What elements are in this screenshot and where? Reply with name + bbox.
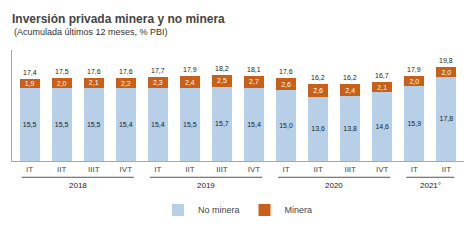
svg-text:IT: IT xyxy=(411,165,418,174)
svg-text:15,5: 15,5 xyxy=(87,121,101,128)
svg-text:IVT: IVT xyxy=(248,165,261,174)
svg-text:2,7: 2,7 xyxy=(249,78,259,85)
svg-text:14,6: 14,6 xyxy=(375,123,389,130)
svg-text:16,2: 16,2 xyxy=(311,74,325,81)
svg-text:IIT: IIT xyxy=(442,165,451,174)
svg-text:17,6: 17,6 xyxy=(279,68,293,75)
svg-text:17,9: 17,9 xyxy=(183,66,197,73)
svg-text:17,6: 17,6 xyxy=(87,68,101,75)
svg-text:2021°: 2021° xyxy=(420,181,441,190)
svg-text:2,4: 2,4 xyxy=(345,87,355,94)
svg-text:2,6: 2,6 xyxy=(313,87,323,94)
svg-text:19,8: 19,8 xyxy=(439,57,453,64)
svg-text:(Acumulada últimos 12 meses, %: (Acumulada últimos 12 meses, % PBI) xyxy=(14,27,168,37)
svg-text:15,5: 15,5 xyxy=(55,121,69,128)
svg-text:18,2: 18,2 xyxy=(215,65,229,72)
svg-text:2,1: 2,1 xyxy=(89,79,99,86)
svg-text:IIT: IIT xyxy=(313,165,322,174)
svg-text:13,8: 13,8 xyxy=(343,125,357,132)
svg-text:IT: IT xyxy=(283,165,290,174)
svg-text:Minera: Minera xyxy=(285,205,313,215)
svg-text:2,6: 2,6 xyxy=(281,81,291,88)
svg-text:IIIT: IIIT xyxy=(216,165,228,174)
svg-text:15,4: 15,4 xyxy=(151,121,165,128)
svg-text:17,4: 17,4 xyxy=(23,69,37,76)
svg-text:15,0: 15,0 xyxy=(279,122,293,129)
svg-text:2,5: 2,5 xyxy=(217,77,227,84)
svg-text:16,7: 16,7 xyxy=(375,72,389,79)
svg-text:15,5: 15,5 xyxy=(23,121,37,128)
svg-text:17,7: 17,7 xyxy=(151,67,165,74)
svg-text:2,0: 2,0 xyxy=(409,78,419,85)
svg-text:2,3: 2,3 xyxy=(153,79,163,86)
svg-text:2,4: 2,4 xyxy=(185,79,195,86)
svg-text:17,8: 17,8 xyxy=(440,115,454,122)
svg-text:17,6: 17,6 xyxy=(119,68,133,75)
svg-text:1,9: 1,9 xyxy=(25,80,35,87)
svg-text:2,1: 2,1 xyxy=(377,84,387,91)
svg-text:2020: 2020 xyxy=(325,181,343,190)
svg-text:13,6: 13,6 xyxy=(311,125,325,132)
svg-text:15,7: 15,7 xyxy=(215,120,229,127)
svg-text:15,9: 15,9 xyxy=(407,120,421,127)
svg-text:No minera: No minera xyxy=(198,205,240,215)
svg-text:18,1: 18,1 xyxy=(247,66,261,73)
svg-text:IIT: IIT xyxy=(185,165,194,174)
svg-text:2,2: 2,2 xyxy=(121,80,131,87)
svg-text:2,0: 2,0 xyxy=(57,80,67,87)
svg-text:17,9: 17,9 xyxy=(407,66,421,73)
svg-text:IIT: IIT xyxy=(57,165,66,174)
svg-text:IVT: IVT xyxy=(120,165,133,174)
svg-text:IT: IT xyxy=(154,165,161,174)
svg-text:2,0: 2,0 xyxy=(441,69,451,76)
svg-text:17,5: 17,5 xyxy=(55,68,69,75)
svg-text:IIIT: IIIT xyxy=(344,165,356,174)
svg-text:Inversión privada minera y no: Inversión privada minera y no minera xyxy=(12,12,225,26)
svg-text:IIIT: IIIT xyxy=(88,165,100,174)
svg-text:2019: 2019 xyxy=(197,181,215,190)
svg-text:IT: IT xyxy=(26,165,33,174)
svg-text:15,4: 15,4 xyxy=(119,121,133,128)
svg-text:16,2: 16,2 xyxy=(343,74,357,81)
svg-text:2018: 2018 xyxy=(69,181,87,190)
svg-text:15,5: 15,5 xyxy=(183,121,197,128)
svg-text:15,4: 15,4 xyxy=(247,121,261,128)
svg-text:IVT: IVT xyxy=(376,165,389,174)
